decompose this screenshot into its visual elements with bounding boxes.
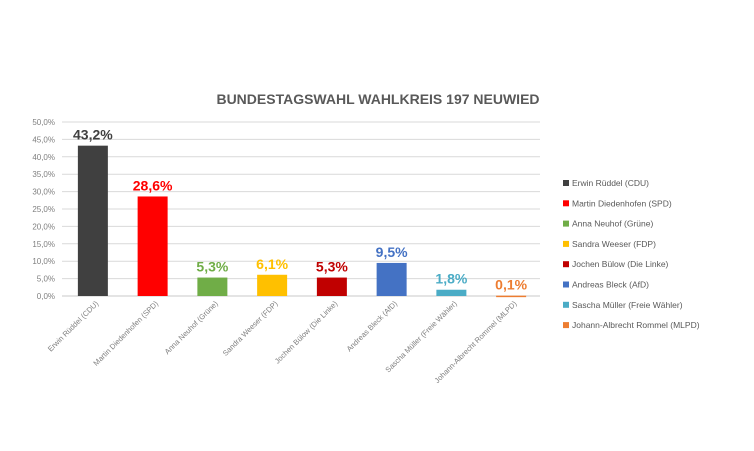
data-label: 28,6%: [133, 177, 173, 193]
bar: [197, 277, 228, 296]
x-tick-label: Martin Diedenhofen (SPD): [91, 299, 160, 368]
legend-entry: Anna Neuhof (Grüne): [572, 219, 653, 229]
legend-swatch: [563, 200, 569, 207]
y-axis: 0,0% 5,0% 10,0% 15,0% 20,0% 25,0% 30,0% 35,0% 40…: [32, 118, 55, 301]
bar: [436, 289, 467, 296]
y-tick-label: 45,0%: [32, 135, 55, 144]
x-tick-label: Jochen Bülow (Die Linke): [273, 299, 340, 366]
legend-entry: Sascha Müller (Freie Wähler): [572, 300, 683, 310]
legend-swatch: [563, 220, 569, 227]
legend-swatch: [563, 322, 569, 329]
x-tick-label: Erwin Rüddel (CDU): [46, 299, 101, 354]
legend-entry: Jochen Bülow (Die Linke): [572, 259, 669, 269]
legend: Erwin Rüddel (CDU) Martin Diedenhofen (SP…: [563, 178, 700, 330]
y-tick-label: 5,0%: [37, 275, 55, 284]
data-label: 43,2%: [73, 127, 113, 143]
legend-entry: Martin Diedenhofen (SPD): [572, 198, 672, 208]
y-tick-label: 30,0%: [32, 188, 55, 197]
bar: [257, 274, 288, 296]
chart-title: BUNDESTAGSWAHL WAHLKREIS 197 NEUWIED: [216, 91, 539, 107]
legend-entry: Sandra Weeser (FDP): [572, 239, 656, 249]
legend-entry: Johann-Albrecht Rommel (MLPD): [572, 320, 700, 330]
bar: [496, 295, 527, 298]
x-tick-label: Anna Neuhof (Grüne): [163, 299, 220, 356]
bar: [316, 277, 347, 296]
bar: [77, 145, 108, 296]
y-tick-label: 15,0%: [32, 240, 55, 249]
data-label: 5,3%: [196, 259, 228, 275]
legend-swatch: [563, 281, 569, 288]
y-tick-label: 35,0%: [32, 170, 55, 179]
legend-entry: Erwin Rüddel (CDU): [572, 178, 649, 188]
x-tick-label: Sandra Weeser (FDP): [221, 299, 280, 358]
legend-swatch: [563, 180, 569, 186]
x-tick-label: Andreas Bleck (AfD): [345, 299, 400, 354]
data-label: 5,3%: [316, 259, 348, 275]
bar: [376, 262, 407, 296]
data-label: 6,1%: [256, 256, 288, 272]
bar: [137, 196, 168, 296]
y-tick-label: 0,0%: [37, 292, 55, 301]
legend-entry: Andreas Bleck (AfD): [572, 280, 649, 290]
x-axis: Erwin Rüddel (CDU)Martin Diedenhofen (SP…: [46, 299, 519, 385]
legend-swatch: [563, 240, 569, 247]
gridlines: [62, 121, 540, 297]
y-tick-label: 50,0%: [32, 118, 55, 127]
y-tick-label: 25,0%: [32, 205, 55, 214]
legend-swatch: [563, 301, 569, 308]
data-label: 1,8%: [435, 271, 467, 287]
y-tick-label: 10,0%: [32, 257, 55, 266]
data-label: 0,1%: [495, 277, 527, 293]
bars: 43,2% 28,6% 5,3% 6,1% 5,3% 9,5% 1,8% 0,1%: [73, 127, 528, 298]
data-label: 9,5%: [376, 244, 408, 260]
legend-swatch: [563, 261, 569, 268]
y-tick-label: 20,0%: [32, 222, 55, 231]
y-tick-label: 40,0%: [32, 153, 55, 162]
